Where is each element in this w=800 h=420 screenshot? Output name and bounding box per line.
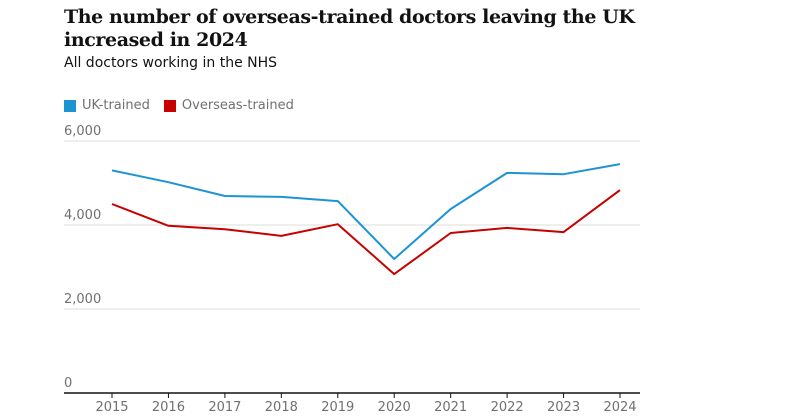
series-line-overseas-trained bbox=[111, 189, 621, 276]
legend-item-uk-trained: UK-trained bbox=[64, 98, 150, 113]
x-tick-label: 2019 bbox=[321, 400, 354, 415]
x-tick-label: 2020 bbox=[378, 400, 411, 415]
legend: UK-trained Overseas-trained bbox=[64, 98, 294, 113]
legend-item-overseas-trained: Overseas-trained bbox=[163, 98, 294, 113]
legend-swatch-overseas-trained bbox=[163, 99, 176, 112]
x-tick-label: 2017 bbox=[208, 400, 241, 415]
x-tick-label: 2015 bbox=[95, 400, 128, 415]
legend-label-overseas-trained: Overseas-trained bbox=[181, 98, 294, 113]
x-tick-label: 2018 bbox=[265, 400, 298, 415]
x-tick-label: 2023 bbox=[547, 400, 580, 415]
chart-title: The number of overseas-trained doctors l… bbox=[64, 6, 635, 51]
series-line-uk-trained bbox=[111, 163, 621, 260]
legend-label-uk-trained: UK-trained bbox=[82, 98, 150, 113]
y-tick-label: 2,000 bbox=[64, 292, 101, 307]
x-tick-label: 2021 bbox=[434, 400, 467, 415]
x-tick-label: 2024 bbox=[603, 400, 636, 415]
legend-swatch-uk-trained bbox=[64, 99, 76, 112]
x-tick-label: 2016 bbox=[152, 400, 185, 415]
y-tick-label: 6,000 bbox=[64, 124, 101, 139]
chart-subtitle: All doctors working in the NHS bbox=[64, 55, 278, 71]
y-tick-label: 4,000 bbox=[64, 208, 101, 223]
x-tick-label: 2022 bbox=[491, 400, 524, 415]
y-tick-label: 0 bbox=[64, 376, 72, 391]
